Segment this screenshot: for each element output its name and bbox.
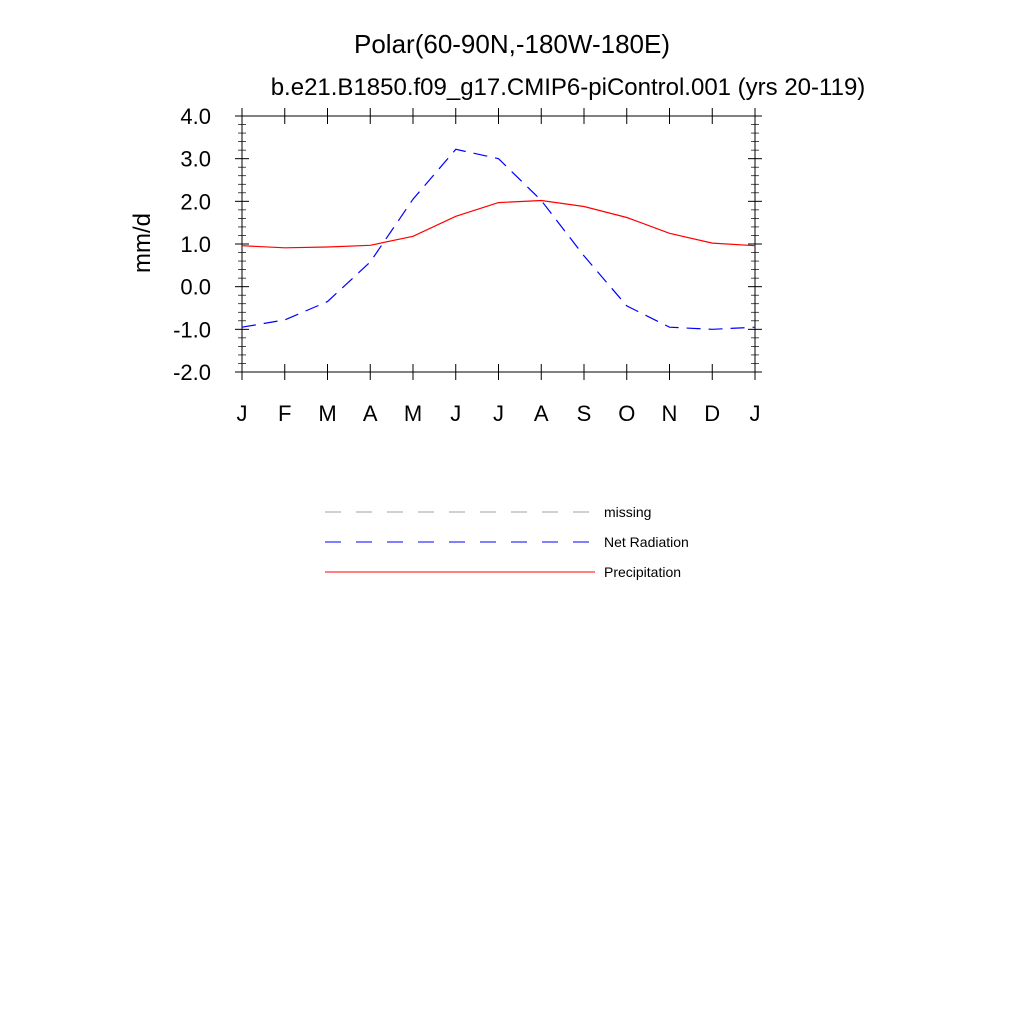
y-tick-label: 2.0	[180, 189, 211, 214]
series-lines	[241, 148, 756, 330]
x-tick-label: M	[404, 401, 422, 426]
y-tick-label: 4.0	[180, 104, 211, 129]
series-line-precipitation	[241, 199, 756, 249]
x-tick-label: D	[704, 401, 720, 426]
chart-subtitle: b.e21.B1850.f09_g17.CMIP6-piControl.001 …	[271, 74, 866, 101]
x-tick-label: J	[237, 401, 248, 426]
y-axis-label: mm/d	[129, 213, 156, 273]
plot-frame	[241, 115, 756, 373]
x-tick-label: S	[577, 401, 592, 426]
legend-label: Net Radiation	[604, 534, 689, 550]
x-tick-label: O	[618, 401, 635, 426]
y-tick-label: 3.0	[180, 147, 211, 172]
legend-label: Precipitation	[604, 564, 681, 580]
x-tick-label: J	[450, 401, 461, 426]
chart-title: Polar(60-90N,-180W-180E)	[354, 29, 670, 59]
legend: missing Net Radiation Precipitation	[325, 504, 689, 580]
y-tick-label: 0.0	[180, 275, 211, 300]
y-tick-label: -2.0	[173, 360, 211, 385]
y-tick-label: -1.0	[173, 317, 211, 342]
x-tick-label: A	[363, 401, 378, 426]
x-tick-label: J	[493, 401, 504, 426]
x-tick-label: M	[318, 401, 336, 426]
x-tick-label: N	[662, 401, 678, 426]
series-line-net-radiation	[241, 148, 756, 330]
x-tick-label: J	[750, 401, 761, 426]
y-tick-label: 1.0	[180, 232, 211, 257]
axis-ticks: -2.0 -1.0 0.0 1.0 2.0 3.0 4.0 J F M A M J J A S O N D J	[173, 104, 762, 426]
x-tick-label: F	[278, 401, 291, 426]
legend-label: missing	[604, 504, 651, 520]
x-tick-label: A	[534, 401, 549, 426]
